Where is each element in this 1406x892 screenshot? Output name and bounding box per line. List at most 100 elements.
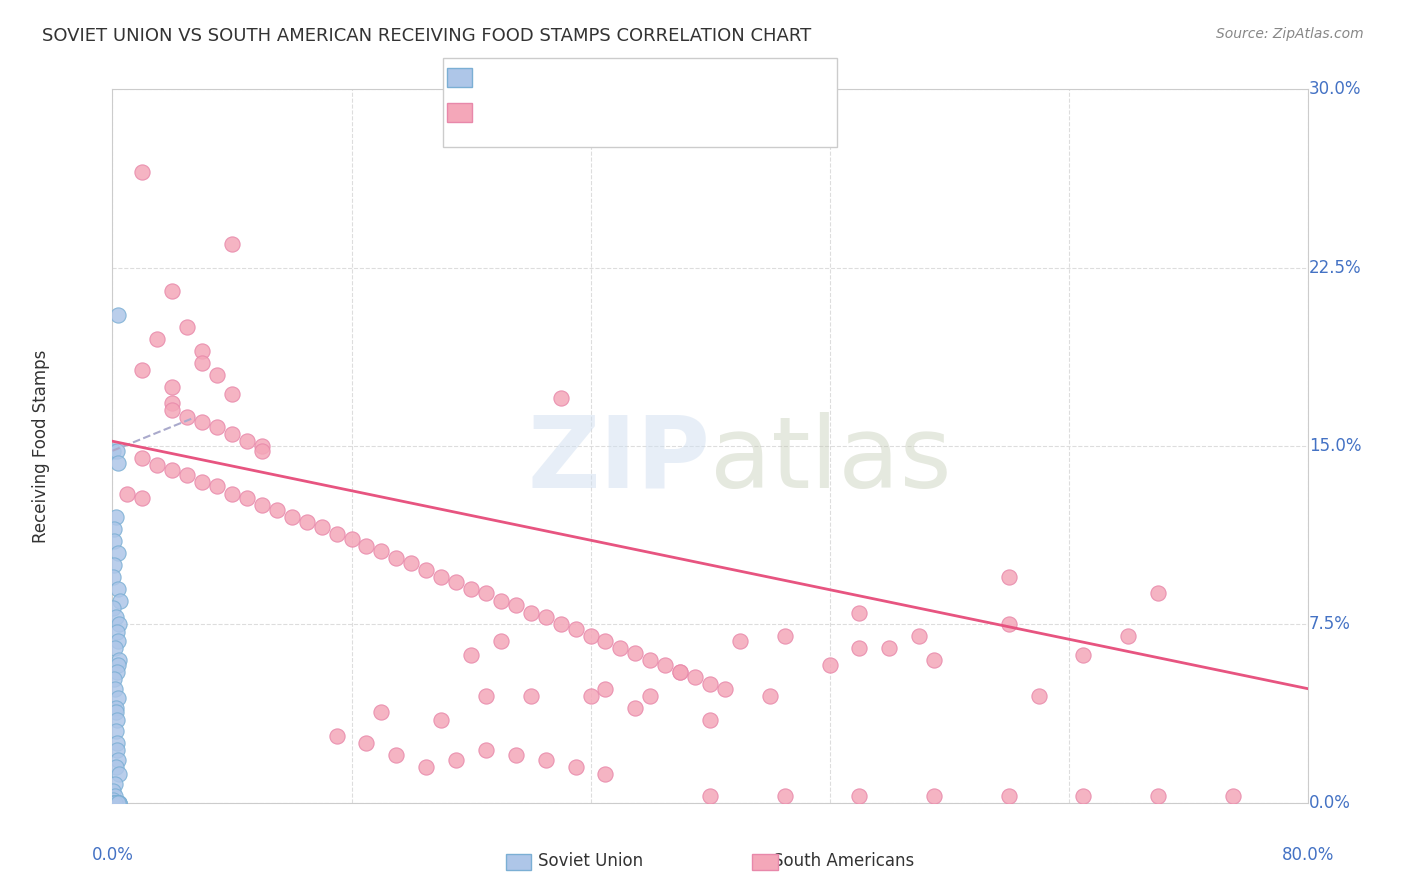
Point [104,789,127,803]
Point [460,582,482,596]
Point [520,689,543,703]
Point [669,665,692,679]
Point [104,777,127,791]
Point [624,646,647,660]
Point [103,672,125,686]
Point [162,403,183,417]
Point [107,634,129,648]
Point [205,368,228,382]
Point [162,396,183,410]
Point [460,648,482,663]
Point [401,556,423,570]
Point [221,486,243,500]
Point [176,410,198,425]
Point [370,543,392,558]
Point [415,760,437,774]
Point [475,743,498,757]
Point [998,789,1021,803]
Point [356,736,378,750]
Point [104,796,127,810]
Point [105,760,128,774]
Point [640,653,662,667]
Point [699,713,721,727]
Point [205,479,228,493]
Text: Receiving Food Stamps: Receiving Food Stamps [32,350,49,542]
Text: N=: N= [605,103,633,120]
Point [117,486,139,500]
Point [281,510,304,524]
Point [489,593,512,607]
Point [103,796,125,810]
Point [107,308,129,322]
Text: 15.0%: 15.0% [1309,437,1361,455]
Point [107,657,129,672]
Text: R =: R = [460,69,494,87]
Text: 46: 46 [651,69,676,87]
Point [107,796,129,810]
Point [311,520,333,534]
Point [595,634,617,648]
Point [520,606,543,620]
Point [534,753,557,767]
Point [176,467,198,482]
Point [162,379,183,393]
Point [564,760,586,774]
Point [714,681,737,696]
Text: -0.324: -0.324 [522,103,586,120]
Text: 7.5%: 7.5% [1309,615,1351,633]
Point [105,510,128,524]
Point [105,713,128,727]
Point [104,681,127,696]
Point [1073,648,1095,663]
Point [444,753,467,767]
Point [475,586,498,600]
Point [998,570,1021,584]
Text: 0.0%: 0.0% [1309,794,1351,812]
Point [221,386,243,401]
Point [105,736,128,750]
Text: 80.0%: 80.0% [1281,846,1334,863]
Text: 22.5%: 22.5% [1309,259,1361,277]
Point [105,796,128,810]
Text: South Americans: South Americans [773,852,914,870]
Point [430,570,453,584]
Text: 30.0%: 30.0% [1309,80,1361,98]
Point [103,522,125,536]
Point [103,534,125,549]
Point [848,606,870,620]
Point [1147,789,1170,803]
Point [104,700,127,714]
Text: atlas: atlas [710,412,952,508]
Point [108,767,131,781]
Point [191,356,214,370]
Point [356,539,378,553]
Point [108,653,131,667]
Point [146,332,169,346]
Text: 0.038: 0.038 [530,69,588,87]
Point [640,689,662,703]
Point [191,475,214,489]
Point [101,796,124,810]
Text: SOVIET UNION VS SOUTH AMERICAN RECEIVING FOOD STAMPS CORRELATION CHART: SOVIET UNION VS SOUTH AMERICAN RECEIVING… [42,27,811,45]
Text: 109: 109 [651,103,689,120]
Point [105,610,128,624]
Point [101,784,124,798]
Point [146,458,169,472]
Point [250,499,273,513]
Point [131,363,153,377]
Point [922,653,945,667]
Point [105,724,128,739]
Point [430,713,453,727]
Point [107,796,129,810]
Point [728,634,751,648]
Point [104,641,127,656]
Point [370,706,392,720]
Point [1147,586,1170,600]
Text: 0.0%: 0.0% [91,846,134,863]
Point [205,420,228,434]
Point [595,767,617,781]
Point [669,665,692,679]
Point [444,574,467,589]
Point [654,657,676,672]
Point [295,515,318,529]
